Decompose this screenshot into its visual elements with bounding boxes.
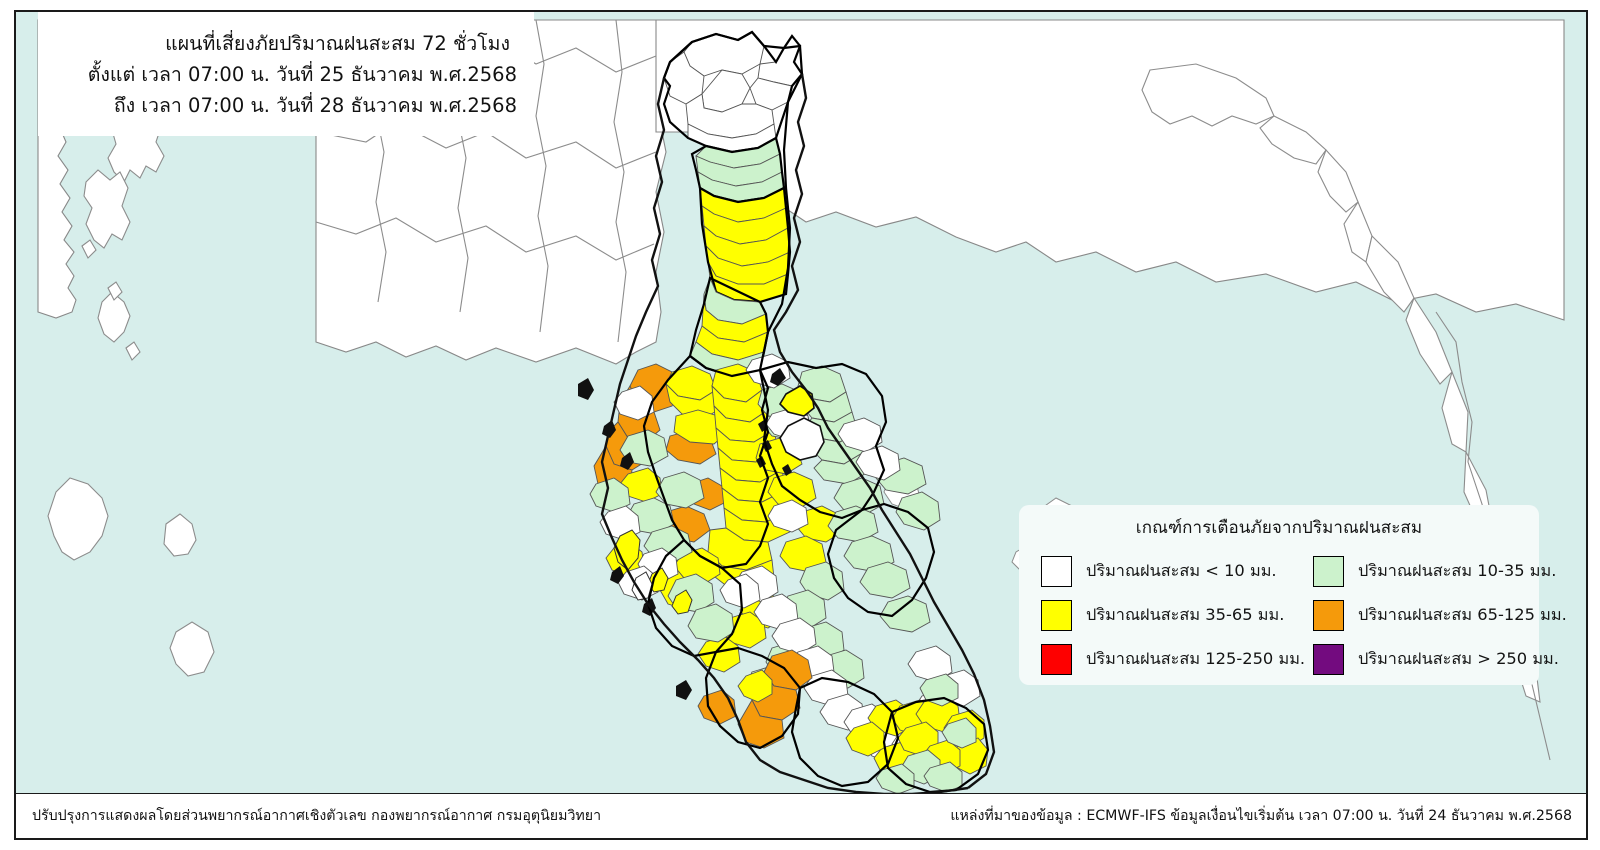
region-east-green[interactable] [589, 365, 941, 705]
map-plot-area[interactable]: แผนที่เสี่ยงภัยปริมาณฝนสะสม 72 ชั่วโมง ต… [16, 12, 1586, 793]
district-eg-12 [879, 595, 931, 633]
legend-label-35-65: ปริมาณฝนสะสม 35-65 มม. [1086, 605, 1285, 624]
district-pk-5 [749, 77, 793, 111]
legend-title: เกณฑ์การเตือนภัยจากปริมาณฝนสะสม [1135, 518, 1423, 538]
rainfall-risk-map[interactable] [16, 12, 1586, 793]
island-dark-4 [610, 566, 624, 584]
district-sw-2 [837, 417, 883, 453]
legend-item-10-35[interactable]: ปริมาณฝนสะสม 10-35 มม. [1313, 549, 1561, 593]
district-dsg-4 [941, 717, 977, 749]
island-dot-3 [107, 281, 123, 301]
district-eg-21 [655, 471, 705, 509]
coastline-peninsula [600, 73, 996, 793]
island-phuket [613, 529, 641, 571]
district-eg-7 [813, 451, 869, 485]
district-eg-11 [859, 561, 911, 599]
outline-surat [758, 360, 888, 520]
outline-pattani-yala-narathiwat [882, 696, 990, 793]
island-pha-ngan [778, 385, 815, 417]
district-dsg-2 [875, 763, 915, 793]
island-nicobar-small-1 [163, 513, 197, 557]
coast-west [600, 77, 969, 793]
region-chumphon[interactable] [699, 187, 791, 303]
district-satun-5 [737, 669, 773, 703]
island-krabi-cay [671, 589, 693, 615]
island-car-nicobar [47, 477, 109, 561]
legend-label-gt250: ปริมาณฝนสะสม > 250 มม. [1358, 649, 1559, 668]
island-middle-andaman [83, 169, 131, 249]
map-title-line-3: ถึง เวลา 07:00 น. วันที่ 28 ธันวาคม พ.ศ.… [113, 94, 517, 117]
map-title-line-1: แผนที่เสี่ยงภัยปริมาณฝนสะสม 72 ชั่วโมง [165, 32, 510, 55]
legend-swatch-65-125 [1313, 599, 1344, 631]
map-title-card: แผนที่เสี่ยงภัยปริมาณฝนสะสม 72 ชั่วโมง ต… [38, 12, 534, 136]
sumatra-strip [1259, 115, 1327, 165]
island-lanta [631, 571, 653, 601]
district-ds-9 [845, 721, 885, 757]
province-outlines [642, 30, 990, 793]
legend-item-gt250[interactable]: ปริมาณฝนสะสม > 250 มม. [1313, 637, 1561, 681]
legend-item-65-125[interactable]: ปริมาณฝนสะสม 65-125 มม. [1313, 593, 1567, 637]
legend-item-125-250[interactable]: ปริมาณฝนสะสม 125-250 มม. [1041, 637, 1313, 681]
legend-swatch-lt10 [1041, 555, 1072, 587]
map-figure-frame: แผนที่เสี่ยงภัยปริมาณฝนสะสม 72 ชั่วโมง ต… [14, 10, 1588, 840]
region-deepsouth-green[interactable] [875, 673, 977, 793]
island-samui [779, 417, 825, 461]
legend-label-65-125: ปริมาณฝนสะสม 65-125 มม. [1358, 605, 1567, 624]
district-eg-25 [687, 603, 735, 643]
footer-source-text: แหล่งที่มาของข้อมูล : ECMWF-IFS ข้อมูลเง… [950, 808, 1572, 824]
island-dark-5 [676, 680, 692, 700]
legend-label-10-35: ปริมาณฝนสะสม 10-35 มม. [1358, 561, 1557, 580]
outline-ranong-phangnga [642, 354, 770, 570]
outline-chumphon-prachuap [662, 30, 804, 371]
legend-label-125-250: ปริมาณฝนสะสม 125-250 มม. [1086, 649, 1306, 668]
legend-panel: เกณฑ์การเตือนภัยจากปริมาณฝนสะสม ปริมาณฝน… [1019, 505, 1567, 685]
region-prachuap-south[interactable] [695, 137, 785, 203]
district-dsg-5 [919, 673, 959, 707]
legend-item-lt10[interactable]: ปริมาณฝนสะสม < 10 มม. [1041, 549, 1313, 593]
outline-satun [704, 646, 802, 750]
island-dark-3 [620, 452, 634, 470]
legend-item-35-65[interactable]: ปริมาณฝนสะสม 35-65 มม. [1041, 593, 1313, 637]
region-prachuap-north[interactable] [663, 31, 803, 153]
island-nicobar-small-2 [169, 621, 215, 677]
district-eg-14 [895, 491, 941, 531]
outline-phatthalung-songkhla [790, 676, 900, 788]
coast-east [772, 73, 996, 789]
legend-label-lt10: ปริมาณฝนสะสม < 10 มม. [1086, 561, 1277, 580]
region-phuket-krabi-islands[interactable] [578, 378, 693, 700]
legend-swatch-10-35 [1313, 555, 1344, 587]
district-sw-4 [767, 499, 809, 533]
legend-swatch-35-65 [1041, 599, 1072, 631]
map-title-line-2: ตั้งแต่ เวลา 07:00 น. วันที่ 25 ธันวาคม … [87, 63, 517, 86]
legend-swatch-gt250 [1313, 643, 1344, 675]
sumatra-north-body [1141, 63, 1275, 127]
legend-swatch-125-250 [1041, 643, 1072, 675]
sumatra-outline [1141, 63, 1551, 761]
island-dark-1 [578, 378, 594, 400]
footer-credit-text: ปรับปรุงการแสดงผลโดยส่วนพยากรณ์อากาศเชิง… [32, 808, 602, 824]
island-gulf-dot-4 [782, 464, 792, 476]
region-satun-orange[interactable] [697, 649, 813, 749]
outline-krabi-trang [646, 538, 744, 658]
outline-nakhonsi [826, 502, 936, 618]
island-dot-4 [125, 341, 141, 361]
legend-grid: ปริมาณฝนสะสม < 10 มม. ปริมาณฝนสะสม 10-35… [1019, 549, 1567, 681]
footer-bar: ปรับปรุงการแสดงผลโดยส่วนพยากรณ์อากาศเชิง… [16, 793, 1586, 838]
island-tao [770, 368, 786, 386]
island-dot-2 [81, 239, 97, 259]
district-sw-3 [855, 445, 901, 481]
